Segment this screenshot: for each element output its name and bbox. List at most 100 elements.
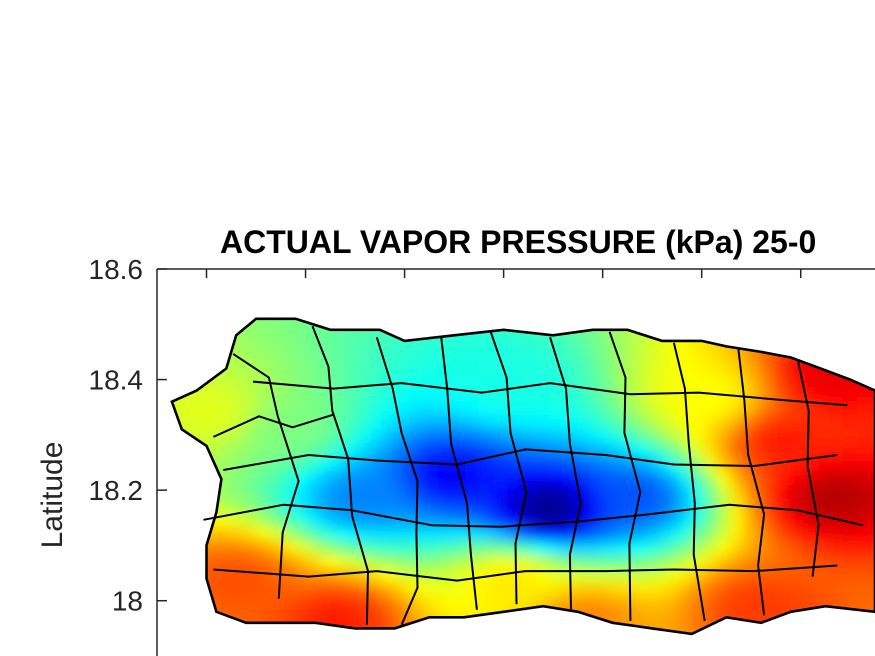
field-cell xyxy=(269,331,284,346)
field-cell xyxy=(675,569,690,584)
field-cell xyxy=(787,443,802,458)
field-cell xyxy=(213,387,228,402)
field-cell xyxy=(535,429,550,444)
municipality-borders xyxy=(203,325,864,626)
field-cell xyxy=(437,345,452,360)
x-ticks-top xyxy=(205,269,802,278)
field-cell xyxy=(255,513,270,528)
field-cell xyxy=(507,597,522,612)
field-cell xyxy=(269,485,284,500)
field-cell xyxy=(521,569,536,584)
field-cell xyxy=(801,583,816,598)
field-cell xyxy=(395,569,410,584)
field-cell xyxy=(815,373,830,388)
field-cell xyxy=(857,443,872,458)
field-cell xyxy=(801,471,816,486)
field-cell xyxy=(801,499,816,514)
field-cell xyxy=(367,359,382,374)
field-cell xyxy=(269,443,284,458)
field-cell xyxy=(605,513,620,528)
field-cell xyxy=(563,359,578,374)
field-cell xyxy=(801,527,816,542)
field-cell xyxy=(689,415,704,430)
field-cell xyxy=(297,583,312,598)
field-cell xyxy=(815,583,830,598)
field-cell xyxy=(689,359,704,374)
field-cell xyxy=(297,331,312,346)
field-cell xyxy=(633,359,648,374)
field-cell xyxy=(731,401,746,416)
field-cell xyxy=(507,513,522,528)
field-cell xyxy=(423,359,438,374)
field-cell xyxy=(563,373,578,388)
field-cell xyxy=(213,541,228,556)
field-cell xyxy=(199,387,214,402)
field-cell xyxy=(507,583,522,598)
field-cell xyxy=(661,611,676,626)
field-cell xyxy=(717,373,732,388)
field-cell xyxy=(199,415,214,430)
field-cell xyxy=(703,513,718,528)
field-cell xyxy=(829,527,844,542)
field-cell xyxy=(815,485,830,500)
field-cell xyxy=(535,485,550,500)
field-cell xyxy=(717,485,732,500)
field-cell xyxy=(647,485,662,500)
field-cell xyxy=(689,443,704,458)
field-cell xyxy=(591,359,606,374)
field-cell xyxy=(325,541,340,556)
field-cell xyxy=(367,415,382,430)
field-cell xyxy=(493,555,508,570)
field-cell xyxy=(437,499,452,514)
field-cell xyxy=(311,401,326,416)
field-cell xyxy=(423,541,438,556)
field-cell xyxy=(605,443,620,458)
field-cell xyxy=(647,373,662,388)
field-cell xyxy=(535,513,550,528)
field-cell xyxy=(423,555,438,570)
field-cell xyxy=(605,485,620,500)
field-cell xyxy=(871,387,875,402)
field-cell xyxy=(647,429,662,444)
field-cell xyxy=(479,429,494,444)
field-cell xyxy=(297,373,312,388)
field-cell xyxy=(339,387,354,402)
field-cell xyxy=(633,583,648,598)
field-cell xyxy=(437,569,452,584)
field-cell xyxy=(535,541,550,556)
municipality-border xyxy=(213,564,838,582)
field-cell xyxy=(731,485,746,500)
field-cell xyxy=(465,401,480,416)
field-cell xyxy=(493,485,508,500)
field-cell xyxy=(255,583,270,598)
field-cell xyxy=(619,457,634,472)
field-cell xyxy=(493,569,508,584)
field-cell xyxy=(437,485,452,500)
field-cell xyxy=(423,415,438,430)
field-cell xyxy=(381,415,396,430)
field-cell xyxy=(241,583,256,598)
field-cell xyxy=(633,513,648,528)
field-cell xyxy=(577,527,592,542)
field-cell xyxy=(521,401,536,416)
field-cell xyxy=(297,345,312,360)
field-cell xyxy=(507,541,522,556)
field-cell xyxy=(815,499,830,514)
y-tick-label: 18 xyxy=(112,586,143,617)
field-cell xyxy=(787,415,802,430)
field-cell xyxy=(689,499,704,514)
field-cell xyxy=(549,527,564,542)
field-cell xyxy=(255,555,270,570)
field-cell xyxy=(423,443,438,458)
field-cell xyxy=(829,457,844,472)
field-cell xyxy=(507,345,522,360)
field-cell xyxy=(787,401,802,416)
field-cell xyxy=(213,443,228,458)
field-cell xyxy=(353,331,368,346)
field-cell xyxy=(213,569,228,584)
field-cell xyxy=(255,499,270,514)
field-cell xyxy=(395,541,410,556)
field-cell xyxy=(507,331,522,346)
field-cell xyxy=(437,527,452,542)
field-cell xyxy=(829,541,844,556)
